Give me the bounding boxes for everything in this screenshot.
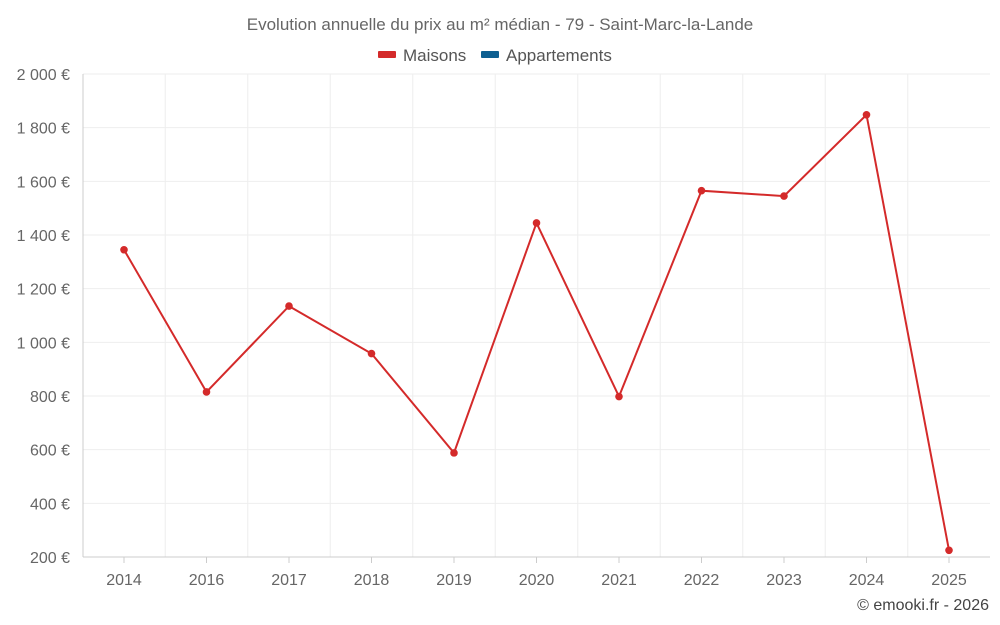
data-point-maisons	[862, 110, 871, 119]
data-point-maisons	[615, 392, 623, 401]
x-tick-label: 2016	[189, 572, 225, 589]
x-tick-label: 2014	[106, 572, 142, 589]
x-tick-label: 2025	[931, 572, 967, 589]
y-tick-label: 400 €	[30, 496, 70, 513]
y-tick-label: 2 000 €	[17, 67, 70, 84]
data-point-maisons	[120, 245, 128, 254]
data-point-maisons	[285, 302, 293, 310]
x-tick-label: 2019	[436, 572, 472, 589]
data-point-maisons	[945, 546, 953, 555]
y-tick-label: 1 200 €	[17, 282, 70, 299]
data-point-maisons	[532, 219, 541, 227]
y-tick-label: 800 €	[30, 389, 70, 406]
legend-label-appartements[interactable]: Appartements	[506, 46, 612, 65]
axes	[82, 74, 990, 558]
x-tick-label: 2020	[519, 572, 555, 589]
data-point-maisons	[780, 192, 788, 200]
legend-label-maisons[interactable]: Maisons	[403, 46, 466, 65]
legend-swatch-appartements[interactable]	[481, 51, 499, 58]
series-layer	[120, 110, 953, 555]
credit-text: © emooki.fr - 2026	[857, 597, 989, 614]
y-tick-label: 1 400 €	[17, 228, 70, 245]
data-point-maisons	[697, 186, 706, 195]
y-tick-label: 1 000 €	[17, 335, 70, 352]
grid-x	[164, 74, 909, 557]
data-point-maisons	[450, 449, 458, 457]
y-tick-label: 1 600 €	[17, 174, 70, 191]
x-tick-label: 2018	[354, 572, 390, 589]
x-axis-ticks: 2014 2016 2017 2018 2019 2020 2021 2022 2023 2024…	[106, 557, 967, 589]
x-tick-label: 2022	[684, 572, 720, 589]
chart-title: Evolution annuelle du prix au m² médian …	[247, 15, 753, 34]
grid-y	[83, 73, 990, 504]
y-tick-label: 1 800 €	[17, 121, 70, 138]
x-tick-label: 2021	[601, 572, 637, 589]
y-tick-label: 200 €	[30, 550, 70, 567]
x-tick-label: 2024	[849, 572, 885, 589]
data-point-maisons	[202, 388, 211, 396]
legend: Maisons Appartements	[378, 46, 612, 65]
x-tick-label: 2023	[766, 572, 802, 589]
y-axis-ticks: 200 € 400 € 600 € 800 € 1 000 € 1 200 € 1 400 …	[17, 67, 70, 567]
y-tick-label: 600 €	[30, 443, 70, 460]
legend-swatch-maisons[interactable]	[378, 51, 396, 58]
x-tick-label: 2017	[271, 572, 307, 589]
data-point-maisons	[367, 349, 376, 358]
